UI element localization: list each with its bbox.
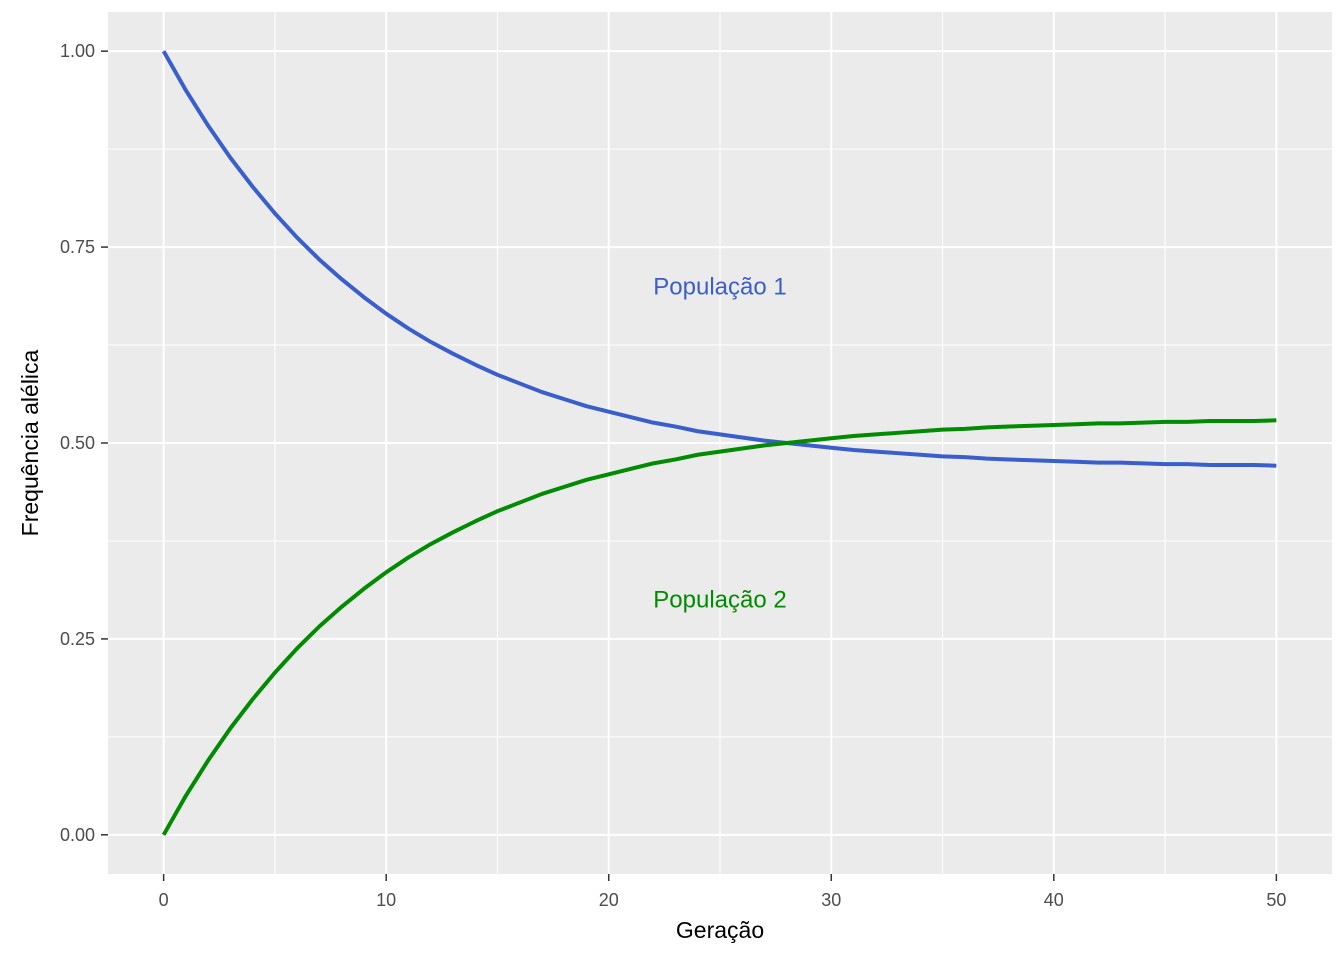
x-tick-label: 50 (1266, 890, 1286, 910)
x-tick-label: 10 (376, 890, 396, 910)
y-axis-title: Frequência alélica (17, 349, 43, 536)
x-axis: 0 10 20 30 40 50 (159, 874, 1287, 910)
y-axis: 0.00 0.25 0.50 0.75 1.00 (60, 41, 108, 845)
x-tick-label: 40 (1044, 890, 1064, 910)
x-tick-label: 0 (159, 890, 169, 910)
y-tick-label: 0.25 (60, 629, 95, 649)
x-axis-title: Geração (676, 917, 764, 943)
y-tick-label: 0.75 (60, 237, 95, 257)
y-tick-label: 0.50 (60, 433, 95, 453)
x-tick-label: 20 (599, 890, 619, 910)
series-annotation-2: População 2 (653, 587, 786, 614)
y-tick-label: 0.00 (60, 825, 95, 845)
series-annotation-1: População 1 (653, 273, 786, 300)
y-tick-label: 1.00 (60, 41, 95, 61)
x-tick-label: 30 (821, 890, 841, 910)
